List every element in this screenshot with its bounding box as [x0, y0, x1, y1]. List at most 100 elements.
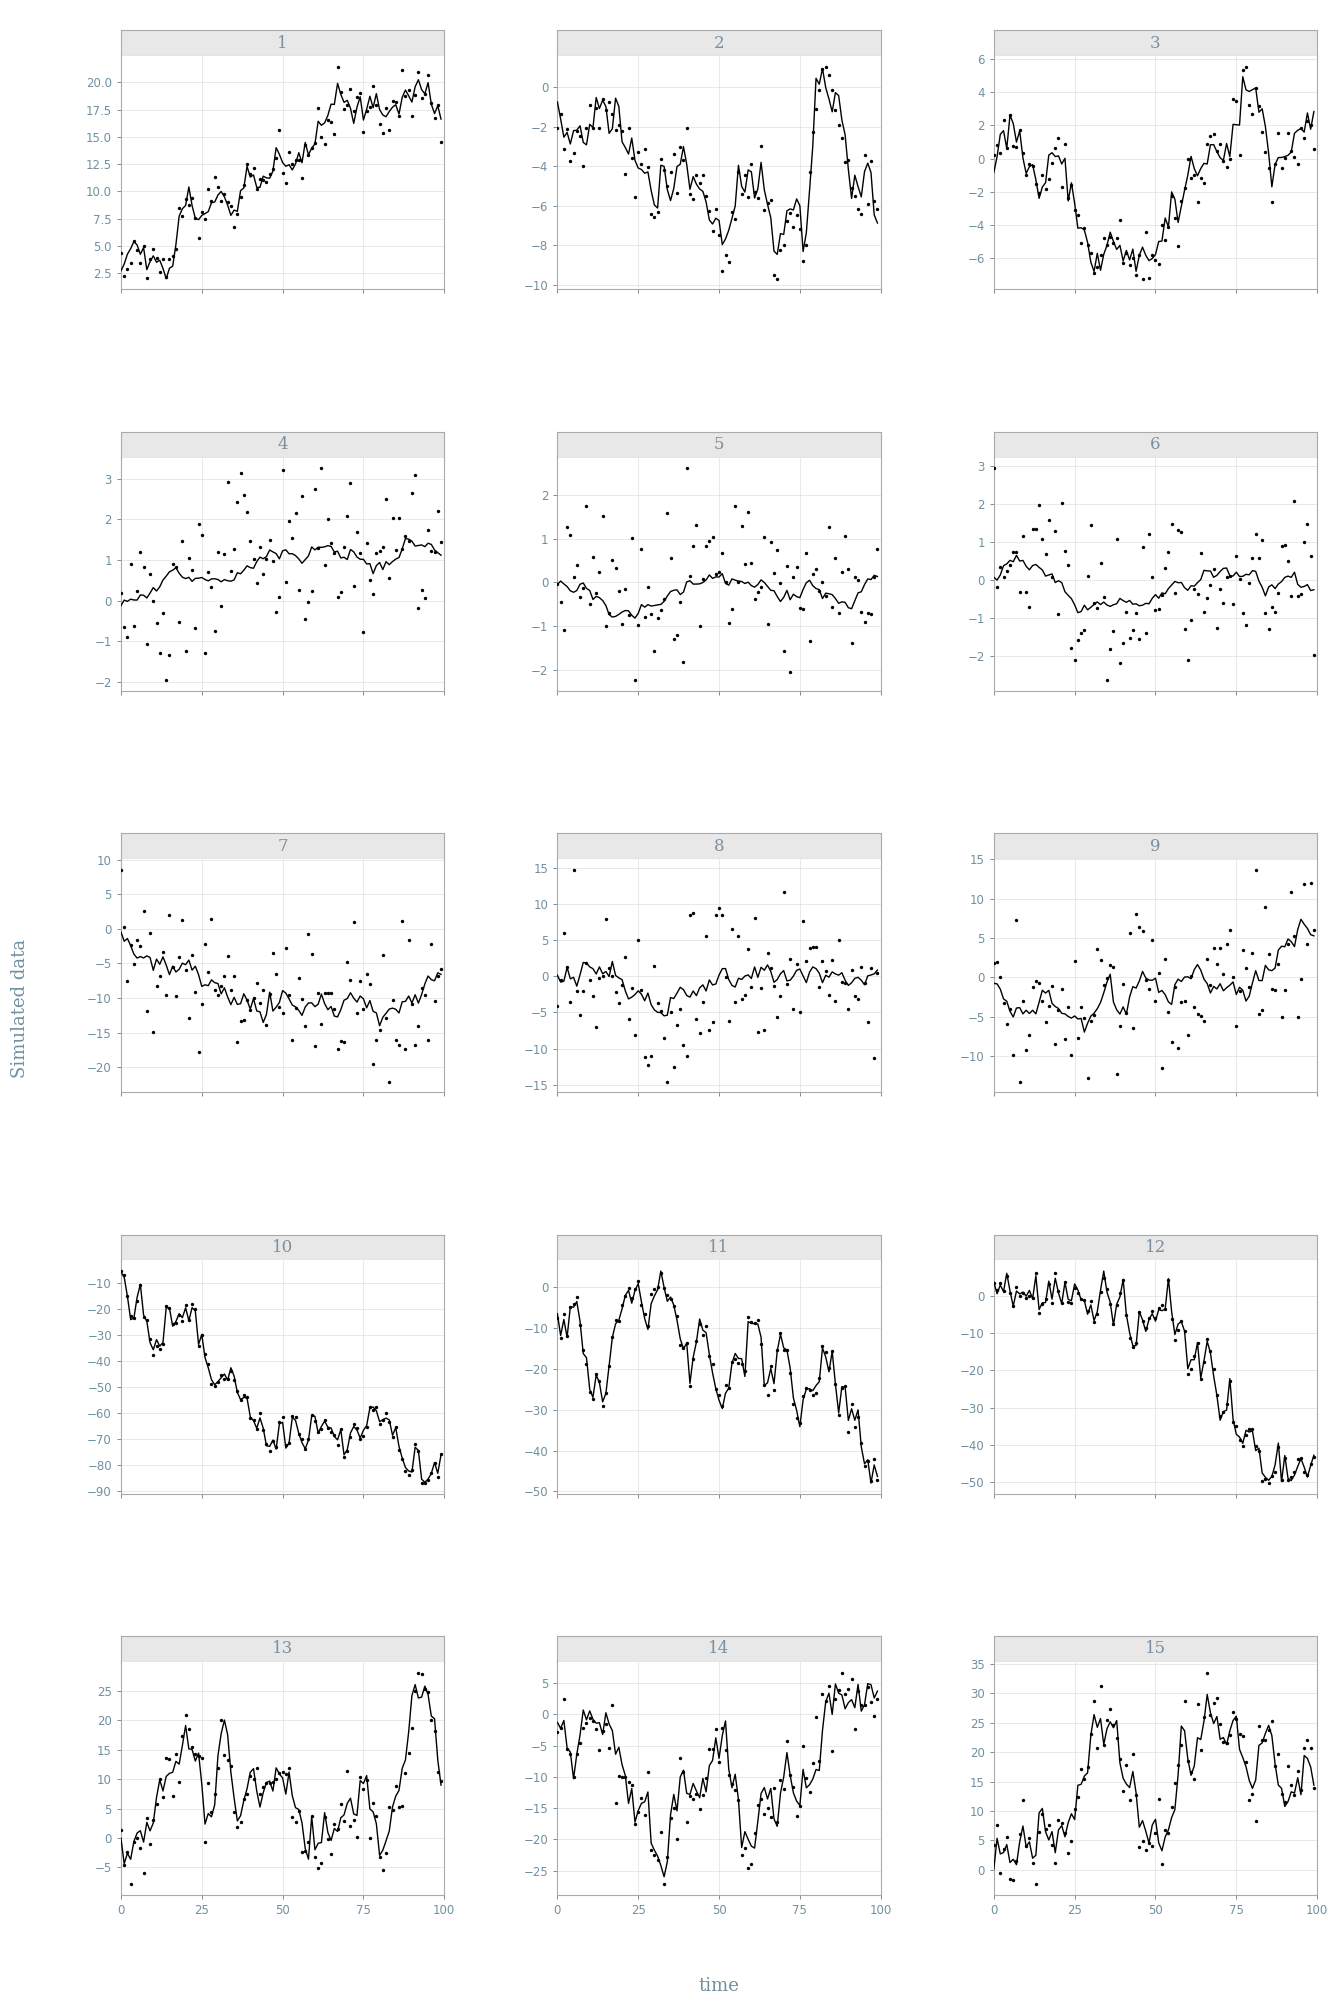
Point: [145, 1788, 167, 1820]
Point: [1284, 484, 1305, 516]
Point: [1187, 998, 1208, 1030]
Point: [1113, 246, 1134, 278]
Point: [1238, 89, 1259, 121]
Point: [556, 113, 578, 145]
Point: [292, 1423, 313, 1456]
Point: [1148, 248, 1169, 280]
Point: [423, 103, 445, 135]
Point: [573, 1712, 594, 1744]
Point: [1093, 222, 1114, 254]
Point: [1038, 163, 1059, 196]
Point: [262, 1766, 284, 1798]
Point: [168, 192, 190, 224]
Point: [727, 1347, 749, 1379]
Point: [136, 1802, 157, 1835]
Point: [243, 151, 265, 183]
Point: [1083, 998, 1105, 1030]
Point: [663, 623, 684, 655]
Point: [1145, 595, 1167, 627]
Point: [731, 984, 753, 1016]
Point: [352, 994, 374, 1026]
Point: [550, 1322, 571, 1355]
Point: [233, 1004, 254, 1036]
Point: [1086, 1732, 1107, 1764]
Point: [835, 520, 856, 552]
Point: [181, 1288, 203, 1320]
Point: [759, 1349, 781, 1381]
Point: [237, 147, 258, 179]
Point: [1261, 591, 1282, 623]
Point: [1157, 210, 1179, 242]
Point: [1129, 911, 1150, 943]
Point: [1277, 927, 1298, 960]
Point: [1154, 943, 1176, 976]
Point: [1245, 518, 1266, 550]
Point: [237, 1778, 258, 1810]
Point: [1070, 617, 1091, 649]
Point: [1005, 131, 1027, 163]
Point: [276, 167, 297, 200]
Point: [327, 1812, 348, 1845]
Point: [754, 520, 775, 552]
Point: [1200, 970, 1222, 1002]
Point: [1051, 171, 1073, 204]
Point: [1210, 573, 1231, 605]
Text: 13: 13: [271, 1641, 293, 1657]
Text: time: time: [699, 1978, 739, 1994]
Point: [657, 1278, 679, 1310]
Point: [556, 510, 578, 542]
Point: [324, 119, 345, 151]
Point: [1138, 262, 1160, 294]
Point: [113, 1849, 134, 1881]
Point: [699, 194, 720, 226]
Point: [333, 1804, 355, 1837]
Point: [1154, 552, 1176, 585]
Point: [1258, 1468, 1279, 1500]
Point: [559, 145, 581, 177]
Point: [646, 1845, 668, 1877]
Point: [595, 609, 617, 641]
Point: [204, 1778, 226, 1810]
Point: [317, 502, 339, 534]
Point: [113, 1258, 134, 1290]
Point: [780, 198, 801, 230]
Point: [759, 952, 781, 984]
Point: [1042, 970, 1063, 1002]
Point: [582, 113, 603, 145]
Point: [722, 196, 743, 228]
Point: [734, 159, 755, 192]
Point: [786, 200, 808, 232]
Point: [689, 1018, 711, 1050]
Point: [204, 161, 226, 194]
Point: [602, 1689, 624, 1722]
Point: [702, 1349, 723, 1381]
Point: [1226, 540, 1247, 573]
Point: [1060, 631, 1082, 663]
Point: [653, 1022, 675, 1054]
Point: [579, 1375, 601, 1407]
Point: [1258, 937, 1279, 970]
Point: [1249, 1435, 1270, 1468]
Point: [724, 1774, 746, 1806]
Point: [1219, 1365, 1241, 1397]
Point: [152, 1782, 173, 1814]
Point: [1206, 135, 1227, 167]
Point: [1064, 1792, 1086, 1824]
Point: [831, 966, 852, 998]
Point: [1090, 1276, 1111, 1308]
Point: [777, 550, 798, 583]
Point: [388, 1028, 410, 1060]
Point: [798, 625, 820, 657]
Point: [1060, 169, 1082, 202]
Point: [556, 952, 578, 984]
Point: [379, 562, 401, 595]
Point: [1116, 238, 1137, 270]
Point: [667, 619, 688, 651]
Point: [149, 1333, 171, 1365]
Point: [676, 1806, 698, 1839]
Point: [741, 972, 762, 1004]
Point: [750, 129, 771, 161]
Point: [851, 1689, 872, 1722]
Point: [1271, 1000, 1293, 1032]
Point: [165, 1738, 187, 1770]
